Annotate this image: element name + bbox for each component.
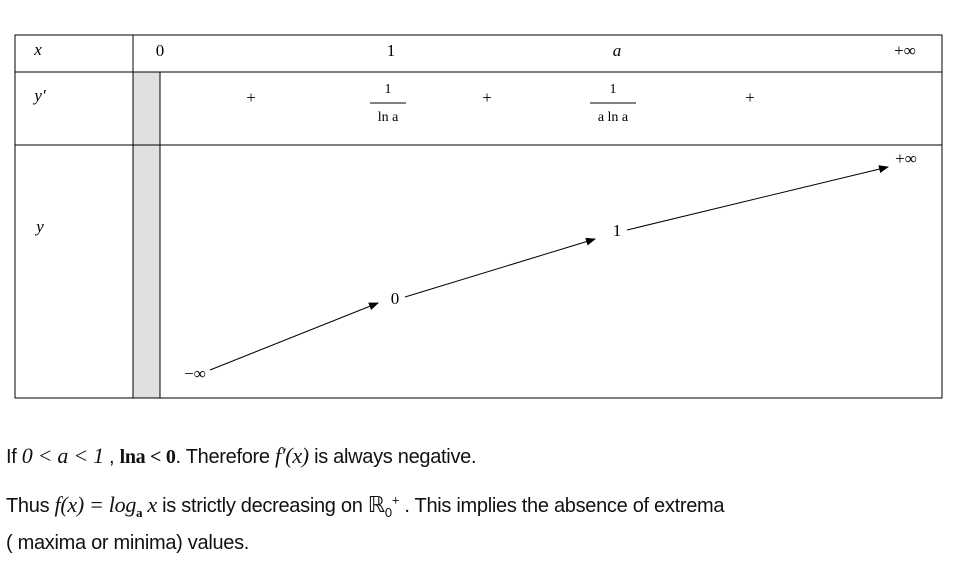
forbidden-zone bbox=[133, 72, 160, 398]
x-value: a bbox=[613, 41, 622, 60]
math: x bbox=[142, 492, 157, 517]
text: . Therefore bbox=[175, 446, 275, 468]
table-border bbox=[14, 34, 943, 399]
text-line: Thus f(x) = loga x is strictly decreasin… bbox=[6, 492, 725, 521]
denominator: ln a bbox=[378, 110, 399, 125]
arrow bbox=[404, 237, 596, 298]
arrow bbox=[626, 165, 889, 231]
sign: + bbox=[246, 88, 256, 107]
y-value: −∞ bbox=[184, 364, 206, 383]
math: + bbox=[391, 492, 400, 508]
variation-table: x 0 1 a +∞ y' + + + 1 ln a 1 a ln a y −∞… bbox=[14, 34, 943, 399]
text: is strictly decreasing on bbox=[156, 495, 368, 517]
sign: + bbox=[745, 88, 755, 107]
math: 0 bbox=[384, 505, 392, 520]
math: ℝ bbox=[367, 492, 385, 517]
math: lna < 0 bbox=[119, 446, 176, 468]
sign: + bbox=[482, 88, 492, 107]
text: is always negative. bbox=[308, 446, 477, 468]
y-value: 0 bbox=[391, 289, 400, 308]
text: If bbox=[6, 446, 22, 468]
arrow bbox=[209, 302, 379, 371]
row-label: x bbox=[33, 40, 42, 59]
text: . This implies the absence of extrema bbox=[399, 495, 725, 517]
x-value: 0 bbox=[156, 41, 165, 60]
numerator: 1 bbox=[385, 82, 392, 97]
math: f(x) = log bbox=[54, 492, 137, 517]
math: a bbox=[136, 505, 143, 520]
text: , bbox=[103, 446, 120, 468]
denominator: a ln a bbox=[598, 110, 629, 125]
text-line: If 0 < a < 1 , lna < 0. Therefore f′(x) … bbox=[6, 443, 477, 469]
numerator: 1 bbox=[610, 82, 617, 97]
y-value: 1 bbox=[613, 221, 622, 240]
math: 0 < a < 1 bbox=[21, 443, 104, 468]
text: Thus bbox=[6, 495, 55, 517]
row-label: y bbox=[34, 217, 44, 236]
text-line: ( maxima or minima) values. bbox=[6, 532, 249, 555]
y-value: +∞ bbox=[895, 149, 917, 168]
x-value: 1 bbox=[387, 41, 396, 60]
x-value: +∞ bbox=[894, 41, 916, 60]
text: ( maxima or minima) values. bbox=[6, 532, 250, 554]
row-label: y' bbox=[32, 86, 46, 105]
math: f′(x) bbox=[274, 443, 309, 468]
